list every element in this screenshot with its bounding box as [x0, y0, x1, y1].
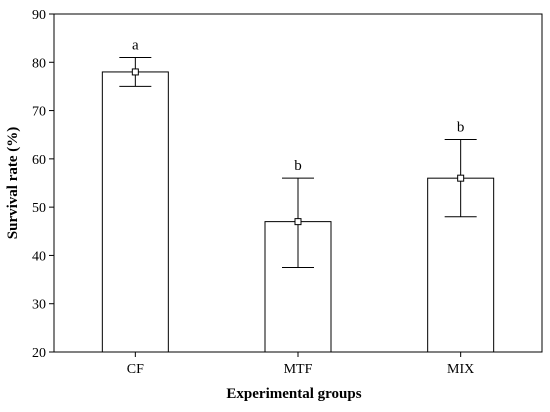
x-tick-label-cf: CF	[127, 362, 144, 377]
y-tick-label-80: 80	[32, 56, 46, 71]
y-ticks-layer: 20 30 40 50 60 70 80 90	[32, 8, 54, 361]
x-tick-label-mtf: MTF	[284, 362, 313, 377]
bar-cf	[101, 71, 169, 353]
y-tick-label-70: 70	[32, 105, 46, 120]
mean-marker-mix	[457, 174, 465, 182]
significance-label-mix: b	[457, 120, 465, 136]
significance-label-cf: a	[132, 37, 139, 53]
y-axis-title: Survival rate (%)	[5, 127, 21, 239]
y-tick-label-50: 50	[32, 201, 46, 216]
significance-label-mtf: b	[294, 158, 302, 174]
y-tick-label-20: 20	[32, 346, 46, 361]
significance-layer: a b b	[132, 37, 464, 174]
mean-marker-cf	[131, 68, 139, 76]
y-tick-label-90: 90	[32, 8, 46, 23]
y-tick-label-40: 40	[32, 249, 46, 264]
x-ticks-layer: CF MTF MIX	[127, 352, 474, 377]
y-tick-label-60: 60	[32, 153, 46, 168]
x-axis-title: Experimental groups	[226, 386, 361, 402]
x-tick-label-mix: MIX	[447, 362, 474, 377]
error-bars-layer	[119, 56, 477, 268]
mean-marker-mtf	[294, 218, 302, 226]
y-tick-label-30: 30	[32, 298, 46, 313]
